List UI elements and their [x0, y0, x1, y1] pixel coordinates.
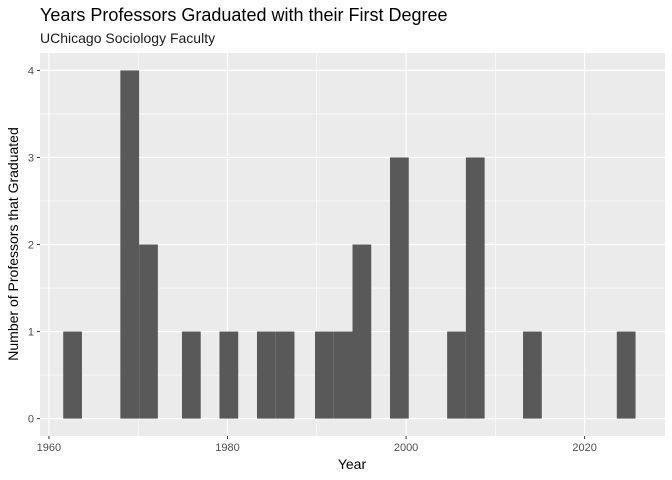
- x-tick-label: 2000: [394, 442, 418, 454]
- histogram-bar: [219, 331, 239, 419]
- y-axis: 0 1 2 3 4: [28, 65, 40, 426]
- y-tick-label: 0: [28, 414, 34, 426]
- x-tick-label: 2020: [572, 442, 596, 454]
- chart-subtitle: UChicago Sociology Faculty: [40, 30, 215, 46]
- histogram-bar: [120, 70, 140, 419]
- x-tick-label: 1980: [215, 442, 239, 454]
- histogram-bar: [63, 331, 82, 419]
- chart-title: Years Professors Graduated with their Fi…: [40, 5, 448, 25]
- y-tick-label: 2: [28, 240, 34, 252]
- histogram-bar: [333, 331, 353, 419]
- x-axis-title: Year: [338, 456, 367, 472]
- bars: [63, 70, 636, 419]
- histogram-bar: [465, 157, 485, 419]
- histogram-bar: [275, 331, 295, 419]
- histogram-bar: [181, 331, 201, 419]
- y-tick-label: 3: [28, 152, 34, 164]
- y-tick-label: 1: [28, 327, 34, 339]
- histogram-bar: [352, 244, 372, 419]
- histogram-bar: [447, 331, 466, 419]
- histogram-bar: [616, 331, 636, 419]
- histogram-bar: [390, 157, 409, 419]
- x-tick-label: 1960: [37, 442, 61, 454]
- y-axis-title: Number of Professors that Graduated: [5, 127, 21, 360]
- histogram-bar: [315, 331, 334, 419]
- histogram-bar: [256, 331, 276, 419]
- x-axis: 1960 1980 2000 2020: [37, 436, 597, 454]
- y-tick-label: 4: [28, 65, 34, 77]
- histogram-bar: [139, 244, 158, 419]
- histogram-bar: [523, 331, 542, 419]
